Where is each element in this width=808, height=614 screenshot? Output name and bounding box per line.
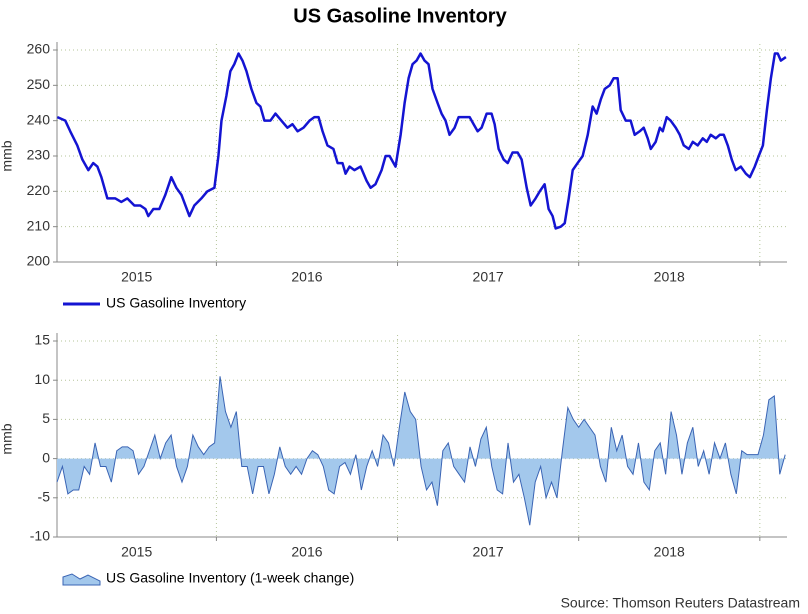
x-tick-label: 2017 bbox=[473, 269, 504, 285]
x-tick-label: 2016 bbox=[291, 269, 322, 285]
x-tick-label: 2015 bbox=[121, 544, 152, 560]
legend-swatch bbox=[62, 573, 101, 586]
y-tick-label: 250 bbox=[27, 76, 51, 92]
y-tick-label: 0 bbox=[42, 449, 50, 465]
y-tick-label: 260 bbox=[27, 41, 51, 57]
y-tick-label: -10 bbox=[30, 528, 50, 544]
y-tick-label: -5 bbox=[38, 489, 51, 505]
y-tick-label: 240 bbox=[27, 111, 51, 127]
area-outline bbox=[56, 376, 786, 526]
source-note: Source: Thomson Reuters Datastream bbox=[561, 595, 800, 611]
y-tick-label: 5 bbox=[42, 410, 50, 426]
y-axis-label: mmb bbox=[0, 423, 15, 454]
y-tick-label: 220 bbox=[27, 182, 51, 198]
area-fill bbox=[57, 376, 786, 526]
legend-label: US Gasoline Inventory bbox=[106, 295, 246, 311]
y-tick-label: 15 bbox=[34, 332, 50, 348]
y-tick-label: 230 bbox=[27, 147, 51, 163]
data-line bbox=[56, 52, 787, 230]
y-axis-label: mmb bbox=[0, 140, 15, 171]
y-tick-label: 10 bbox=[34, 371, 50, 387]
x-tick-label: 2018 bbox=[654, 544, 685, 560]
y-tick-label: 210 bbox=[27, 217, 51, 233]
x-tick-label: 2017 bbox=[473, 544, 504, 560]
x-tick-label: 2018 bbox=[654, 269, 685, 285]
x-tick-label: 2015 bbox=[121, 269, 152, 285]
legend-label: US Gasoline Inventory (1-week change) bbox=[106, 570, 354, 586]
chart-title: US Gasoline Inventory bbox=[293, 5, 507, 27]
x-tick-label: 2016 bbox=[291, 544, 322, 560]
y-tick-label: 200 bbox=[27, 253, 51, 269]
